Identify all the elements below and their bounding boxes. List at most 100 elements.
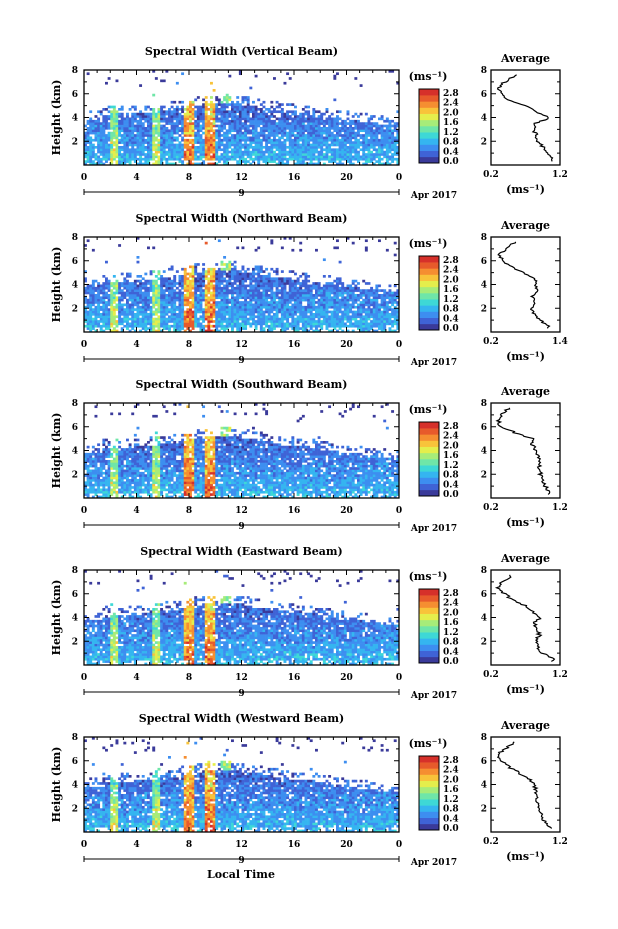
heatmap-cell xyxy=(336,122,339,125)
heatmap-cell xyxy=(238,117,242,121)
heatmap-cell xyxy=(370,129,374,133)
heatmap-cell xyxy=(330,150,334,154)
colorbar-tick-label: 1.2 xyxy=(443,128,459,138)
heatmap-cell xyxy=(175,115,179,118)
heatmap-cell xyxy=(228,150,232,154)
heatmap-cell xyxy=(128,131,132,135)
heatmap-cell xyxy=(191,103,195,106)
x-tick-label: 0 xyxy=(396,173,402,183)
heatmap-cell xyxy=(191,117,195,121)
heatmap-cell xyxy=(86,327,90,330)
heatmap-cell xyxy=(115,129,119,133)
heatmap-cell xyxy=(252,108,255,111)
heatmap-cell xyxy=(112,122,116,125)
heatmap-cell xyxy=(220,301,224,304)
heatmap-cell xyxy=(233,105,237,109)
heatmap-cell xyxy=(294,105,297,109)
heatmap-cell xyxy=(280,115,284,118)
heatmap-cells xyxy=(84,70,400,166)
heatmap-cell xyxy=(262,305,266,309)
heatmap-cell xyxy=(147,308,150,311)
heatmap-cell xyxy=(241,272,245,276)
heatmap-cell xyxy=(212,313,216,316)
heatmap-cell xyxy=(202,112,206,116)
heatmap-cell xyxy=(189,279,192,283)
heatmap-cell xyxy=(105,160,108,163)
heatmap-cell xyxy=(131,146,135,149)
heatmap-cell xyxy=(181,320,185,323)
heatmap-cell xyxy=(299,317,303,321)
heatmap-cell xyxy=(325,146,329,149)
heatmap-cell xyxy=(160,129,164,133)
heatmap-cell xyxy=(212,89,216,92)
heatmap-cell xyxy=(375,317,379,321)
heatmap-cell xyxy=(383,155,387,159)
heatmap-cell xyxy=(160,110,164,114)
heatmap-cell xyxy=(133,291,137,295)
heatmap-cell xyxy=(275,110,279,114)
heatmap-cell xyxy=(244,291,248,295)
heatmap-cell xyxy=(194,138,198,142)
heatmap-cell xyxy=(149,320,153,323)
heatmap-cell xyxy=(328,127,332,130)
heatmap-cell xyxy=(120,119,124,123)
heatmap-cell xyxy=(359,322,363,326)
heatmap-cell xyxy=(220,272,224,276)
heatmap-cell xyxy=(257,122,261,125)
heatmap-cell xyxy=(94,301,98,304)
heatmap-cell xyxy=(86,324,90,328)
heatmap-cell xyxy=(118,320,122,323)
heatmap-cell xyxy=(160,134,164,137)
heatmap-cell xyxy=(94,315,98,319)
heatmap-cell xyxy=(378,131,381,135)
heatmap-cell xyxy=(157,115,161,118)
heatmap-cell xyxy=(168,148,171,152)
heatmap-cell xyxy=(139,122,143,125)
heatmap-cell xyxy=(207,322,211,326)
heatmap-cell xyxy=(294,143,297,147)
heatmap-cell xyxy=(233,146,237,149)
heatmap-cell xyxy=(351,134,355,137)
heatmap-cell xyxy=(131,119,135,123)
heatmap-cell xyxy=(160,301,164,304)
heatmap-cell xyxy=(107,303,111,307)
heatmap-cell xyxy=(220,117,224,121)
heatmap-cell xyxy=(354,298,358,302)
heatmap-cell xyxy=(107,313,111,316)
heatmap-cell xyxy=(97,305,101,309)
heatmap-cell xyxy=(267,279,271,283)
heatmap-cell xyxy=(183,146,187,149)
heatmap-cell xyxy=(139,320,143,323)
heatmap-cell xyxy=(152,131,156,135)
heatmap-cell xyxy=(165,138,169,142)
heatmap-cell xyxy=(170,303,174,307)
heatmap-cell xyxy=(249,155,253,159)
heatmap-cell xyxy=(309,160,313,163)
heatmap-cell xyxy=(249,129,253,133)
heatmap-cell xyxy=(370,310,374,314)
heatmap-cell xyxy=(254,143,258,147)
heatmap-cell xyxy=(231,122,234,125)
heatmap-cell xyxy=(259,303,263,307)
heatmap-cell xyxy=(152,119,156,123)
heatmap-cell xyxy=(165,310,169,314)
heatmap-cell xyxy=(131,127,135,130)
heatmap-cell xyxy=(191,322,195,326)
heatmap-cell xyxy=(270,119,274,123)
heatmap-cell xyxy=(312,153,316,156)
colorbar-tick-label: 2.8 xyxy=(443,89,459,99)
heatmap-cell xyxy=(231,105,234,109)
colorbar-tick-label: 2.0 xyxy=(443,108,459,118)
heatmap-cell xyxy=(244,136,248,140)
heatmap-cell xyxy=(207,282,211,285)
heatmap-cell xyxy=(231,136,234,140)
heatmap-cell xyxy=(301,324,305,328)
heatmap-cell xyxy=(391,138,395,142)
heatmap-cell xyxy=(128,153,132,156)
heatmap-cell xyxy=(296,310,300,314)
heatmap-cell xyxy=(307,136,311,140)
heatmap-cell xyxy=(296,136,300,140)
heatmap-cell xyxy=(147,286,150,290)
heatmap-cell xyxy=(168,122,171,125)
heatmap-cell xyxy=(115,127,119,130)
